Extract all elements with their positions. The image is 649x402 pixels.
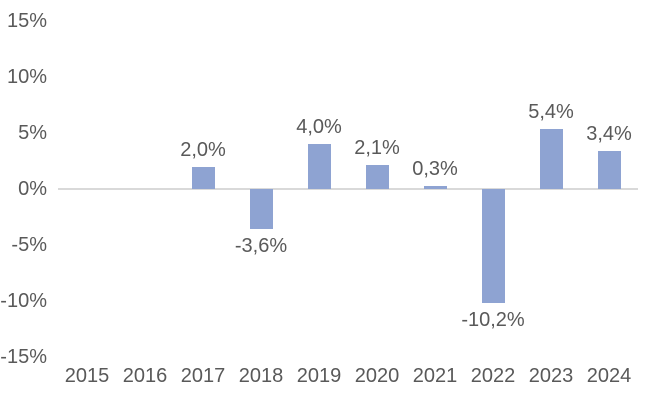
x-axis-tick-label-2015: 2015 <box>64 365 110 387</box>
y-axis-tick-label: -10% <box>0 290 47 312</box>
bar-2021 <box>423 185 447 189</box>
x-axis-tick-label-2021: 2021 <box>412 365 458 387</box>
x-axis-tick-label-2023: 2023 <box>528 365 574 387</box>
data-label-2017: 2,0% <box>180 138 226 161</box>
x-axis-tick-label-2018: 2018 <box>238 365 284 387</box>
bar-2022 <box>481 189 505 304</box>
x-axis-tick-label-2020: 2020 <box>354 365 400 387</box>
y-axis-tick-label: 10% <box>6 66 47 88</box>
data-label-2021: 0,3% <box>412 157 458 180</box>
bar-2023 <box>539 128 563 189</box>
y-axis-tick-label: 15% <box>6 10 47 32</box>
x-axis-tick-label-2016: 2016 <box>122 365 168 387</box>
data-label-2022: -10,2% <box>461 309 525 332</box>
y-axis-tick-label: -15% <box>0 346 47 368</box>
bar-2019 <box>307 144 331 189</box>
data-label-2024: 3,4% <box>586 122 632 145</box>
x-axis-line <box>58 188 638 190</box>
data-label-2020: 2,1% <box>354 137 400 160</box>
bar-2018 <box>249 189 273 230</box>
y-axis-tick-label: 0% <box>18 178 47 200</box>
data-label-2019: 4,0% <box>296 116 342 139</box>
x-axis-tick-label-2022: 2022 <box>470 365 516 387</box>
bar-2020 <box>365 165 389 189</box>
y-axis-tick-label: 5% <box>18 122 47 144</box>
x-axis-tick-label-2019: 2019 <box>296 365 342 387</box>
y-axis-tick-label: -5% <box>11 234 47 256</box>
bar-2017 <box>191 166 215 189</box>
x-axis-tick-label-2024: 2024 <box>586 365 632 387</box>
x-axis-tick-label-2017: 2017 <box>180 365 226 387</box>
bar-2024 <box>597 150 621 189</box>
data-label-2018: -3,6% <box>234 235 288 258</box>
data-label-2023: 5,4% <box>528 100 574 123</box>
